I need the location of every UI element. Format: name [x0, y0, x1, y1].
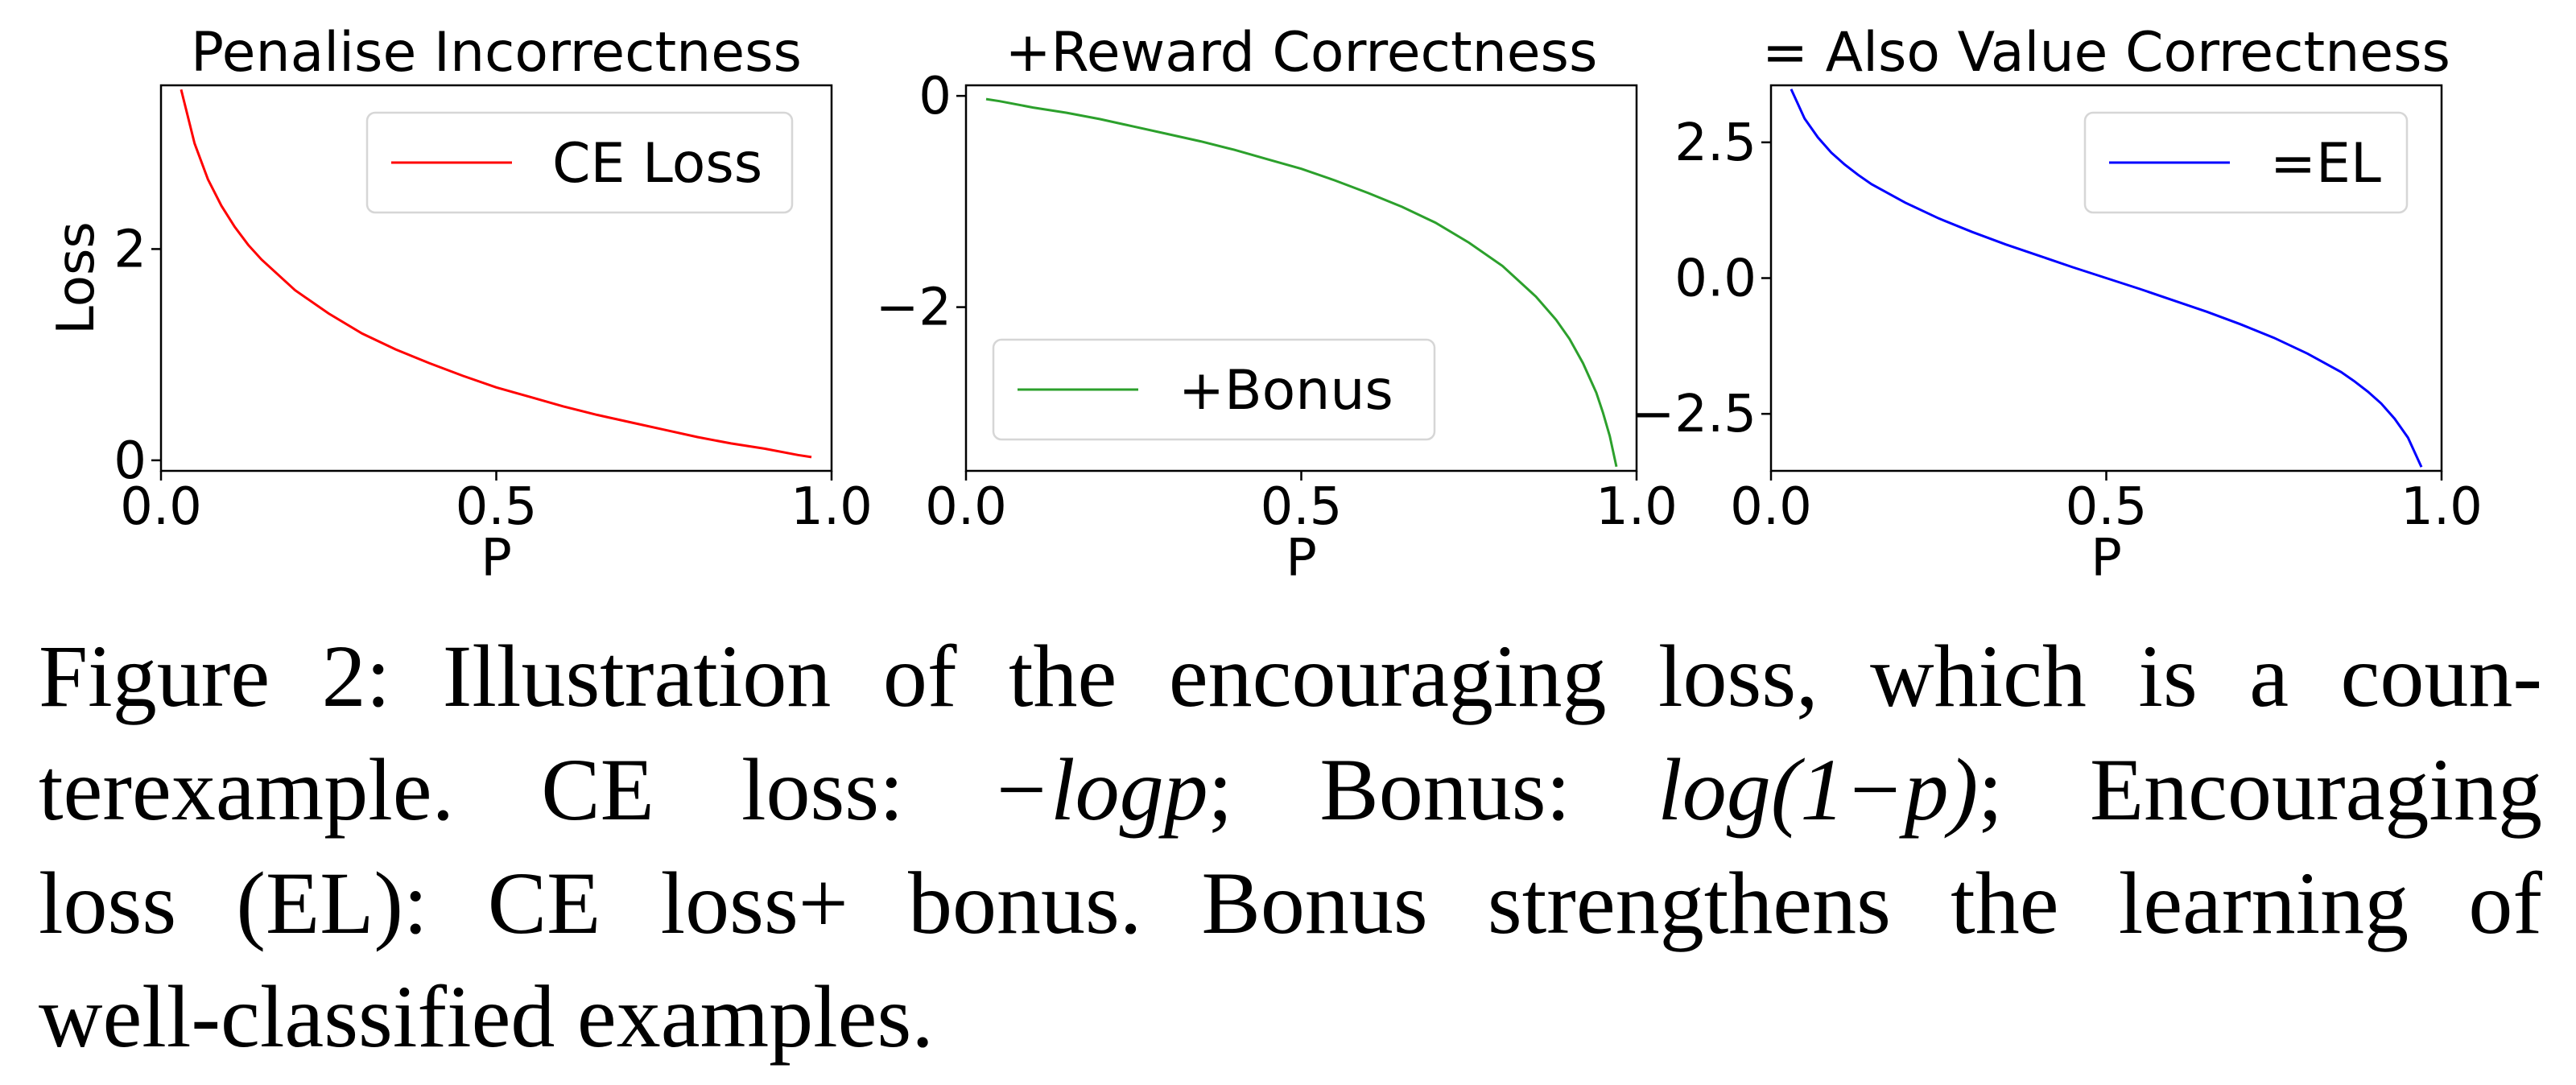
panel-2-xtick-label: 1.0 [1596, 477, 1678, 537]
panel-1-xtick-label: 0.0 [120, 477, 202, 537]
caption-line-2: terexample. CE loss: −logp; Bonus: log(1… [39, 733, 2542, 847]
panel-1-xtick-label: 0.5 [456, 477, 538, 537]
panel-1-xtick-label: 1.0 [791, 477, 873, 537]
caption-line-2-start: terexample. CE loss: [39, 741, 991, 839]
caption-line-3: loss (EL): CE loss+ bonus. Bonus strengt… [39, 854, 2542, 952]
panel-1-ytick-label: 2 [114, 220, 147, 279]
panel-2-xtick-label: 0.5 [1261, 477, 1343, 537]
panel-1-legend-label: CE Loss [552, 132, 762, 196]
panel-2-legend-label: +Bonus [1179, 359, 1393, 423]
panel-2-xlabel: P [1286, 529, 1317, 588]
panel-3-xtick-label: 0.5 [2066, 477, 2148, 537]
panel-2-ytick-label: −2 [876, 278, 952, 338]
panel-2-legend-box [992, 338, 1436, 441]
caption-line-2-end: ; Encouraging [1978, 741, 2542, 839]
panel-1-xlabel: P [481, 529, 512, 588]
bonus-formula: log(1−p) [1657, 741, 1979, 839]
panel-1-ylabel: Loss [47, 221, 106, 334]
panel-2-title: +Reward Correctness [1005, 21, 1598, 85]
panel-2-ytick-label: 0 [919, 67, 952, 126]
figure-caption: Figure 2: Illustration of the encouragin… [39, 620, 2542, 1074]
panel-1-ytick-label: 0 [114, 431, 147, 491]
panel-1-legend-box [365, 111, 794, 214]
panel-3-ytick-label: −2.5 [1632, 385, 1757, 444]
panel-2-xtick-label: 0.0 [925, 477, 1007, 537]
panel-3-legend-label: =EL [2270, 132, 2381, 196]
panel-1-title: Penalise Incorrectness [191, 21, 802, 85]
panel-3-xtick-label: 0.0 [1730, 477, 1812, 537]
panel-3-title: = Also Value Correctness [1762, 21, 2450, 85]
panel-2-series-line [985, 97, 1618, 468]
panel-3-xtick-label: 1.0 [2401, 477, 2483, 537]
caption-line-4: well-classified examples. [39, 967, 934, 1066]
panel-3-ytick-label: 0.0 [1674, 250, 1757, 309]
caption-line-1: Figure 2: Illustration of the encouragin… [39, 627, 2542, 725]
ce-loss-formula: −logp [990, 741, 1208, 839]
caption-line-2-mid: ; Bonus: [1208, 741, 1658, 839]
panel-3-ytick-label: 2.5 [1674, 113, 1757, 173]
panel-3-legend-box [2083, 111, 2409, 214]
panel-3-series-line [1790, 89, 2423, 468]
panel-1-series-line [180, 89, 812, 459]
panel-3-xlabel: P [2091, 529, 2122, 588]
